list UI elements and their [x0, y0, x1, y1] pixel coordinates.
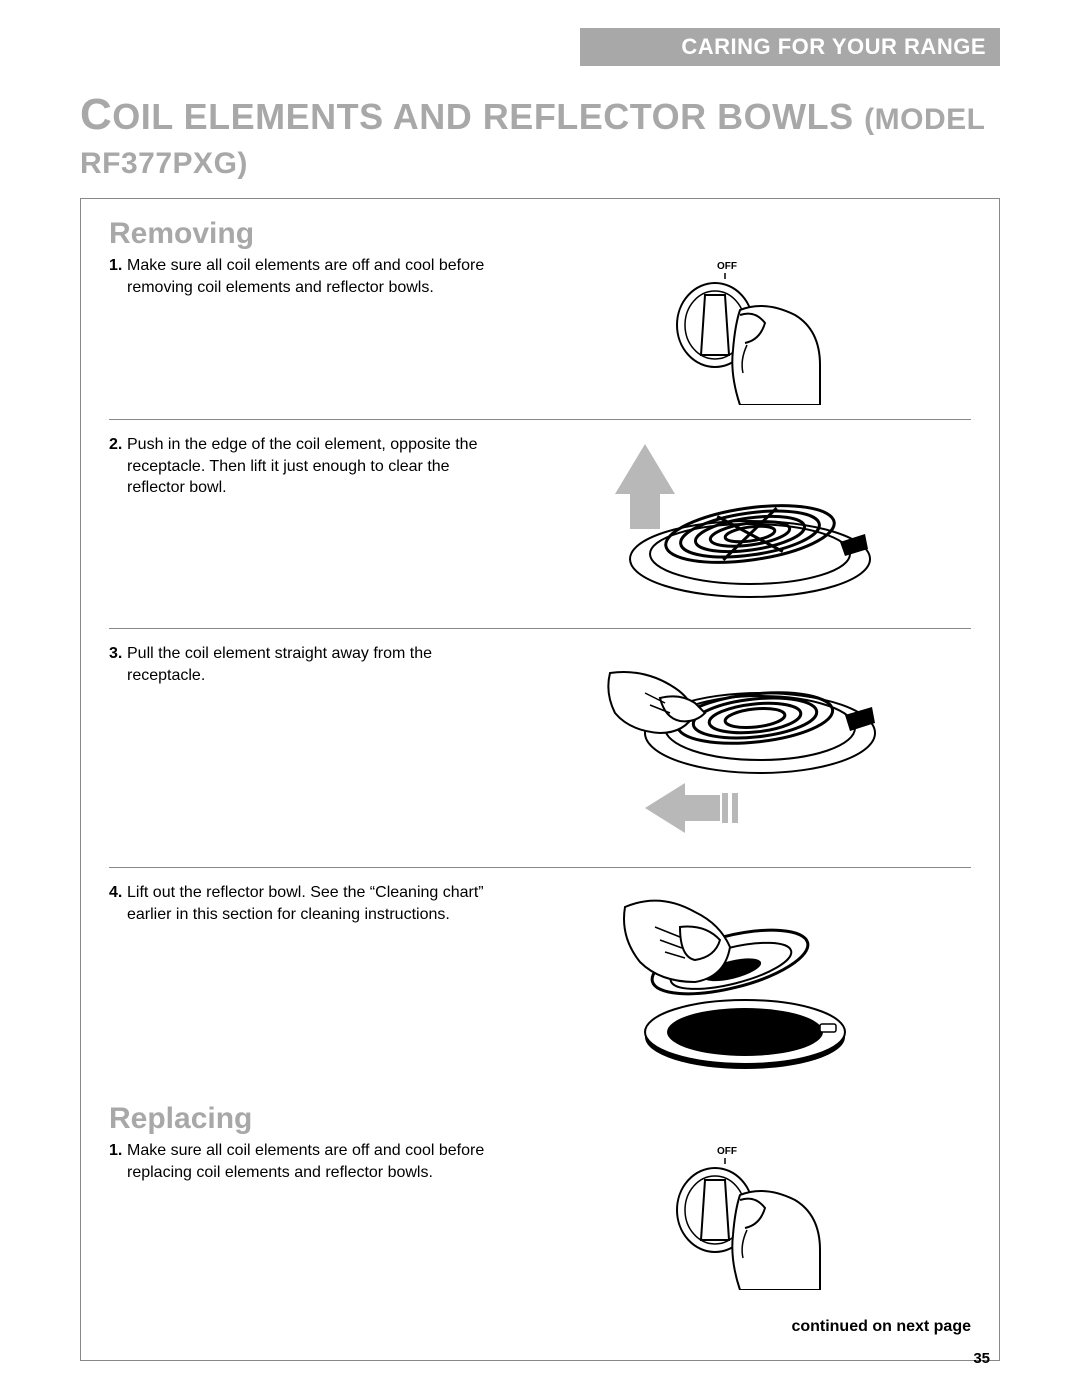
illus-bowl-lift	[499, 882, 971, 1082]
step-row: 1.Make sure all coil elements are off an…	[109, 255, 971, 419]
step-body: Lift out the reflector bowl. See the “Cl…	[127, 884, 484, 923]
step-row: 2.Push in the edge of the coil element, …	[109, 419, 971, 628]
step-body: Pull the coil element straight away from…	[127, 645, 432, 684]
svg-text:OFF: OFF	[717, 261, 737, 272]
page-title: COIL ELEMENTS AND REFLECTOR BOWLS (MODEL…	[80, 90, 1000, 182]
svg-text:OFF: OFF	[717, 1146, 737, 1157]
illus-knob: OFF	[499, 1140, 971, 1290]
page-number: 35	[973, 1350, 990, 1367]
step-text: 2.Push in the edge of the coil element, …	[109, 434, 499, 499]
step-row: 4.Lift out the reflector bowl. See the “…	[109, 867, 971, 1096]
step-number: 2.	[109, 434, 127, 456]
illus-knob: OFF	[499, 255, 971, 405]
removing-heading: Removing	[109, 217, 971, 251]
header-bar: CARING FOR YOUR RANGE	[580, 28, 1000, 66]
step-body: Make sure all coil elements are off and …	[127, 1142, 484, 1181]
step-body: Push in the edge of the coil element, op…	[127, 436, 477, 496]
step-number: 3.	[109, 643, 127, 665]
step-number: 1.	[109, 1140, 127, 1162]
content-box: Removing 1.Make sure all coil elements a…	[80, 198, 1000, 1361]
step-row: 1.Make sure all coil elements are off an…	[109, 1140, 971, 1304]
step-number: 1.	[109, 255, 127, 277]
continued-note: continued on next page	[109, 1318, 971, 1336]
step-number: 4.	[109, 882, 127, 904]
step-body: Make sure all coil elements are off and …	[127, 257, 484, 296]
step-text: 1.Make sure all coil elements are off an…	[109, 255, 499, 298]
title-main: OIL ELEMENTS AND REFLECTOR BOWLS	[112, 96, 853, 137]
replacing-heading: Replacing	[109, 1102, 971, 1136]
illus-coil-pull	[499, 643, 971, 853]
title-prefix: C	[80, 90, 112, 139]
illus-coil-lift	[499, 434, 971, 614]
step-text: 4.Lift out the reflector bowl. See the “…	[109, 882, 499, 925]
step-text: 1.Make sure all coil elements are off an…	[109, 1140, 499, 1183]
step-text: 3.Pull the coil element straight away fr…	[109, 643, 499, 686]
step-row: 3.Pull the coil element straight away fr…	[109, 628, 971, 867]
